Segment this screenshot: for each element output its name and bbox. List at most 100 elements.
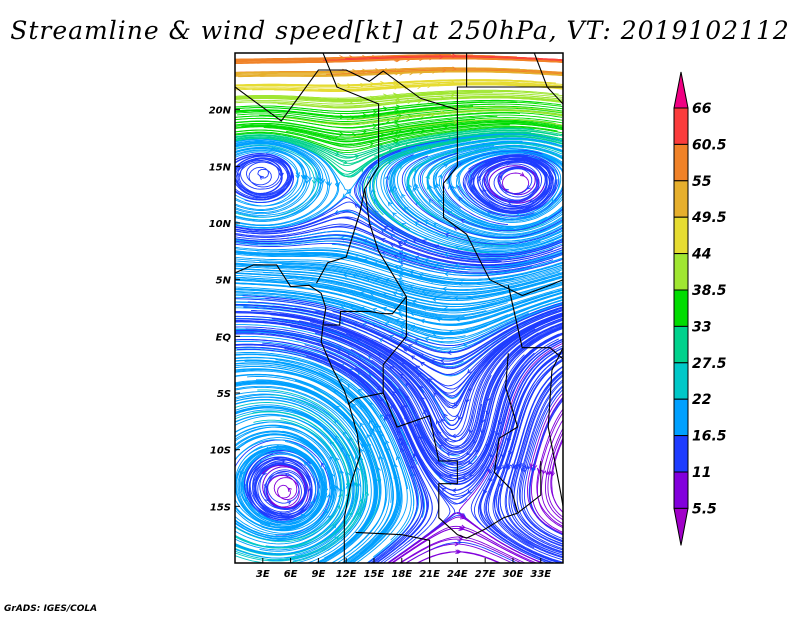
lat-tick-label: 20N [209, 106, 232, 117]
streamline [235, 354, 412, 541]
streamline [369, 134, 563, 254]
colorbar-box [673, 435, 689, 473]
streamline [309, 314, 563, 422]
streamline [235, 274, 508, 314]
colorbar-label: 44 [691, 247, 711, 263]
streamline-arrow [431, 331, 437, 337]
streamline-arrow [529, 462, 535, 468]
streamline-arrow [454, 316, 460, 322]
streamline [259, 261, 563, 294]
streamline [354, 379, 420, 563]
coastline-border [493, 353, 519, 513]
streamline-arrow [396, 455, 401, 461]
streamline-arrow [342, 193, 347, 199]
streamline-arrow [410, 457, 415, 463]
streamline-arrow [519, 172, 525, 177]
lon-tick-label: 9E [311, 569, 325, 580]
colorbar-min-triangle [673, 507, 689, 546]
streamline-arrow [415, 200, 420, 206]
streamline-arrow [414, 221, 419, 226]
streamline [297, 350, 424, 563]
streamline-arrow [548, 184, 553, 190]
streamline-arrow [541, 469, 547, 475]
streamline [262, 272, 563, 308]
streamline-arrow [397, 258, 403, 263]
streamline-arrow [358, 498, 364, 504]
streamline [351, 289, 563, 321]
colorbar-box [673, 253, 689, 291]
lon-tick-label: 30E [503, 569, 524, 580]
streamline [303, 294, 563, 336]
streamline-arrow [307, 176, 313, 182]
streamline-arrow [483, 489, 488, 495]
streamline-arrow [295, 174, 301, 180]
streamline [374, 312, 563, 387]
streamline [304, 269, 563, 302]
streamline-arrow [394, 138, 400, 144]
streamline-arrow [441, 286, 447, 292]
streamline-arrow [327, 182, 332, 187]
coastline-border [507, 285, 563, 360]
streamline [398, 536, 527, 563]
axis-ticks: 20N 15N 10N 5N EQ 5S 10S 15S 3E 6E 9E 12E 15E 18E 21E 2… [209, 106, 552, 580]
colorbar-box [673, 362, 689, 400]
streamline-arrow [306, 474, 311, 480]
streamline-arrow [369, 431, 374, 437]
colorbar-box [673, 289, 689, 327]
streamline-arrow [497, 420, 503, 426]
streamline [346, 106, 563, 121]
credit-label: GrADS: IGES/COLA [4, 604, 98, 614]
streamline-arrow [353, 481, 359, 487]
streamline-arrow [393, 463, 398, 469]
streamline-arrow [440, 95, 445, 101]
colorbar-box [673, 180, 689, 218]
streamline-arrow [436, 419, 441, 425]
colorbar-box [673, 216, 689, 255]
streamline [304, 70, 563, 76]
streamline-arrow [423, 258, 429, 263]
streamline-arrow [551, 198, 556, 203]
streamline-arrow [393, 254, 399, 259]
streamline-arrow [397, 244, 403, 250]
streamline-arrow [430, 127, 436, 133]
streamline-arrow [289, 174, 295, 180]
streamline-arrow [448, 329, 454, 335]
streamline-arrow [279, 172, 284, 178]
streamline-arrow [369, 292, 375, 297]
streamline [247, 301, 563, 359]
lat-tick-label: 10S [210, 446, 231, 457]
coastline-border [456, 53, 468, 110]
streamline-arrow [323, 485, 329, 491]
streamline-arrow [450, 93, 456, 98]
streamline [446, 151, 563, 216]
streamline-arrow [399, 304, 405, 310]
streamline [314, 322, 563, 456]
streamline-arrow [542, 171, 548, 177]
streamline-arrow [526, 185, 531, 190]
streamline-arrow [466, 369, 472, 374]
streamline-arrow [443, 306, 448, 312]
streamline-arrow [443, 271, 449, 277]
streamline [235, 153, 293, 200]
streamline-arrow [397, 286, 403, 291]
streamline-arrow [301, 175, 307, 180]
streamline-arrow [459, 526, 465, 531]
streamline-arrow [433, 263, 439, 269]
colorbar-label: 16.5 [692, 429, 727, 445]
streamline [235, 418, 344, 543]
streamline-arrow [468, 386, 473, 392]
streamline-arrow [338, 486, 343, 492]
streamline-arrow [511, 464, 516, 470]
streamline-arrow [427, 377, 433, 383]
streamline [235, 140, 329, 226]
streamline-arrow [460, 513, 465, 518]
streamline-arrow [335, 181, 341, 187]
streamline-arrow [366, 433, 371, 439]
colorbar-label: 38.5 [692, 283, 727, 299]
streamline [493, 355, 563, 559]
coastline-border [547, 347, 563, 507]
streamline [353, 146, 563, 257]
streamline [256, 379, 378, 563]
streamline [303, 110, 563, 126]
lat-tick-label: 5S [217, 389, 231, 400]
